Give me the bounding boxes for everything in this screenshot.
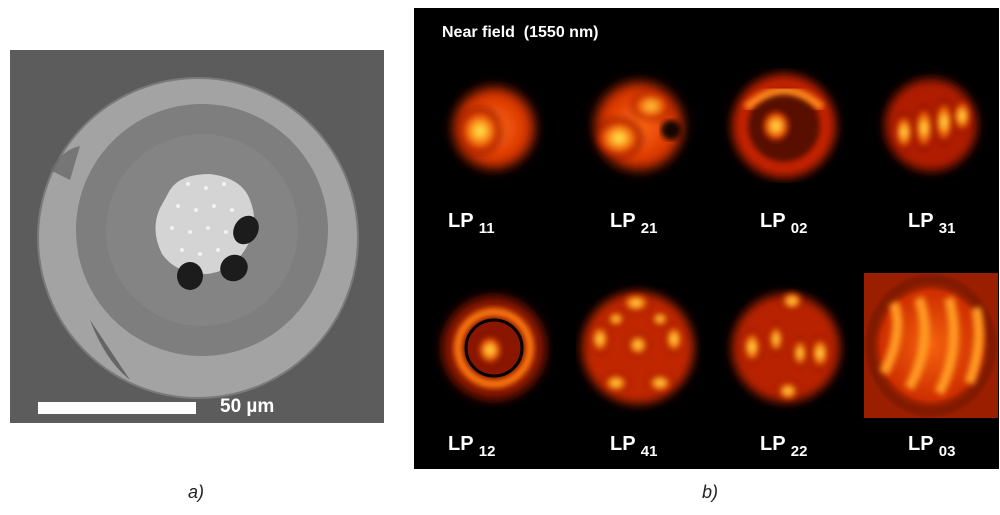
scale-bar — [38, 402, 196, 414]
mode-image-lp31 — [874, 70, 989, 180]
mode-image-lp12 — [434, 288, 554, 408]
core-dots — [170, 182, 234, 256]
mode-image-lp03 — [864, 273, 998, 418]
mode-label-lp31: LP 31 — [908, 210, 956, 237]
mode-image-lp11 — [434, 73, 554, 183]
near-field-title: Near field (1550 nm) — [442, 24, 599, 41]
mode-image-lp22 — [724, 283, 849, 413]
air-hole — [220, 254, 248, 282]
fiber-micrograph: 50 µm — [10, 50, 384, 423]
mode-label-lp11: LP 11 — [448, 210, 495, 237]
air-hole — [177, 262, 203, 290]
caption-a: a) — [188, 482, 205, 502]
mode-label-lp41: LP 41 — [610, 433, 658, 460]
caption-b: b) — [702, 482, 719, 502]
mode-image-lp21 — [579, 68, 699, 183]
mode-label-lp21: LP 21 — [610, 210, 658, 237]
fiber-cross-section — [37, 77, 359, 414]
mode-image-lp41 — [576, 283, 701, 413]
mode-image-lp02 — [724, 68, 844, 183]
mode-label-lp03: LP 03 — [908, 433, 956, 460]
air-hole — [233, 215, 259, 245]
mode-label-lp12: LP 12 — [448, 433, 496, 460]
mode-label-lp22: LP 22 — [760, 433, 808, 460]
mode-label-lp02: LP 02 — [760, 210, 808, 237]
core-region — [155, 174, 255, 274]
near-field-panel: Near field (1550 nm) — [414, 8, 999, 469]
scale-bar-label: 50 µm — [220, 396, 275, 417]
